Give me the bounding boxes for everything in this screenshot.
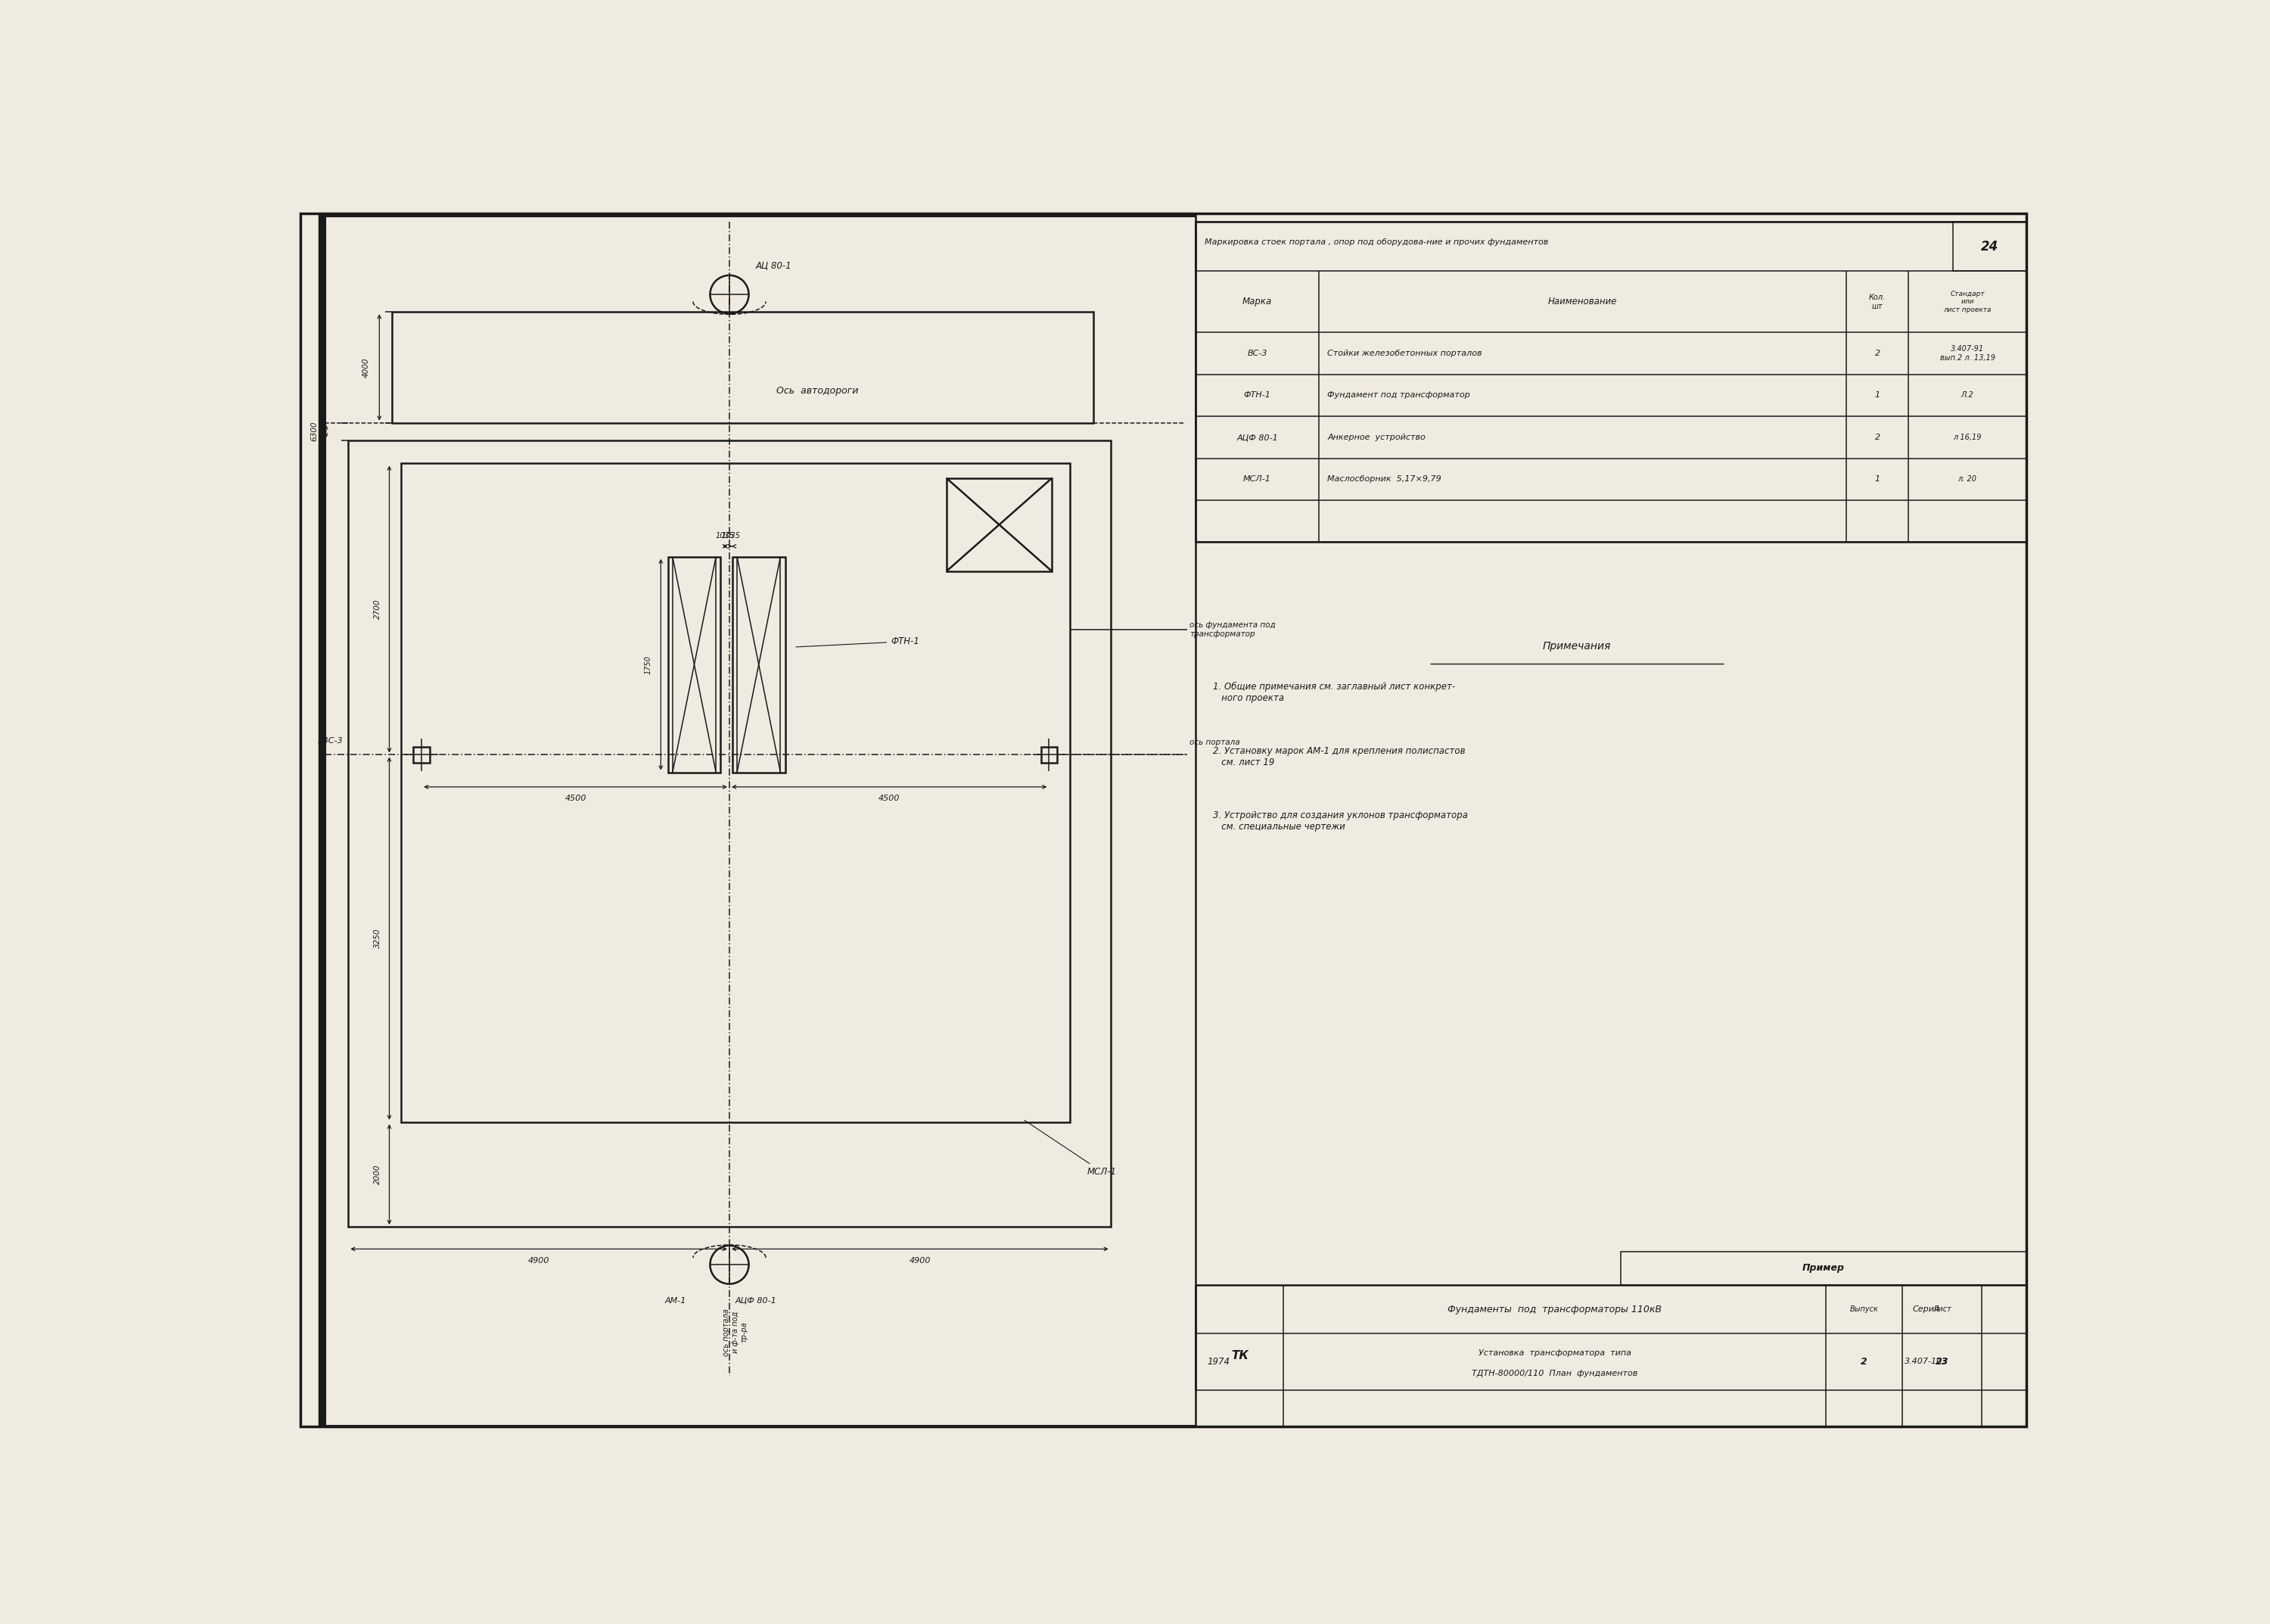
Text: Стандарт
или
лист проекта: Стандарт или лист проекта [1943,291,1991,313]
Text: 2ВС-3: 2ВС-3 [318,737,343,744]
Text: Установка  трансформатора  типа: Установка трансформатора типа [1478,1350,1632,1356]
Bar [1042,747,1058,763]
Text: АЦФ 80-1: АЦФ 80-1 [735,1298,776,1304]
Text: АЦ 80-1: АЦ 80-1 [756,260,792,270]
Bar [402,463,1069,1122]
Bar [413,747,429,763]
Text: АЦФ 80-1: АЦФ 80-1 [1237,434,1278,442]
Bar [667,557,720,773]
Text: 3250: 3250 [375,929,381,948]
Text: МСЛ-1: МСЛ-1 [1024,1121,1117,1177]
Bar [947,477,1051,572]
Text: ТК: ТК [1230,1350,1248,1361]
Text: 4500: 4500 [565,794,586,802]
Text: ось портала
и ф-та под
тр-ра: ось портала и ф-та под тр-ра [722,1309,747,1356]
Text: 24: 24 [1982,240,1998,253]
Text: Ось  автодороги: Ось автодороги [776,387,858,396]
Text: 4000: 4000 [363,357,370,377]
Text: ось портала: ось портала [1189,739,1239,745]
Text: 3.407-91
вып.2 л. 13,19: 3.407-91 вып.2 л. 13,19 [1941,346,1995,362]
Text: Маркировка стоек портала , опор под оборудова-ние и прочих фундаментов: Маркировка стоек портала , опор под обор… [1205,239,1548,245]
Text: 3.407-103: 3.407-103 [1905,1358,1948,1366]
Text: МСЛ-1: МСЛ-1 [1244,476,1271,482]
Text: 23: 23 [1936,1356,1948,1367]
Text: 2700: 2700 [375,599,381,619]
Text: 1. Общие примечания см. заглавный лист конкрет-
   ного проекта: 1. Общие примечания см. заглавный лист к… [1212,682,1455,703]
Text: 1: 1 [1875,391,1880,400]
Text: 2. Установку марок АМ-1 для крепления полиспастов
   см. лист 19: 2. Установку марок АМ-1 для крепления по… [1212,745,1466,767]
Text: л 16,19: л 16,19 [1952,434,1982,442]
Text: л. 20: л. 20 [1959,476,1977,482]
Bar [1621,1252,2027,1285]
Text: Анкерное  устройство: Анкерное устройство [1328,434,1426,442]
Text: Л.2: Л.2 [1961,391,1973,400]
Text: 1035: 1035 [722,533,740,539]
Text: Кол.
шт: Кол. шт [1868,294,1886,310]
Text: 2: 2 [1875,349,1880,357]
Text: Фундаменты  под  трансформаторы 110кВ: Фундаменты под трансформаторы 110кВ [1448,1304,1662,1314]
Text: 4900: 4900 [910,1257,931,1265]
Text: 4900: 4900 [529,1257,549,1265]
Text: Маслосборник  5,17×9,79: Маслосборник 5,17×9,79 [1328,476,1441,482]
Text: 4500: 4500 [878,794,899,802]
Text: Марка: Марка [1242,297,1271,307]
Bar [733,557,785,773]
Text: ВС-3: ВС-3 [1246,349,1267,357]
Text: Фундамент под трансформатор: Фундамент под трансформатор [1328,391,1471,400]
Text: Выпуск: Выпуск [1850,1306,1880,1314]
Text: 2000: 2000 [375,1164,381,1184]
Text: Серия: Серия [1914,1306,1941,1314]
Text: 1035: 1035 [715,533,735,539]
Text: 2: 2 [1861,1356,1868,1367]
Text: 1: 1 [1875,476,1880,482]
Text: АМ-1: АМ-1 [665,1298,686,1304]
Bar [347,440,1110,1226]
Bar [1196,222,2027,271]
Bar [393,312,1094,422]
Text: 1750: 1750 [645,654,651,674]
Text: 6300: 6300 [311,422,318,442]
Text: 2: 2 [1875,434,1880,442]
Text: Наименование: Наименование [1548,297,1616,307]
Text: Примечания: Примечания [1544,641,1612,651]
Text: ФТН-1: ФТН-1 [1244,391,1271,400]
Text: ФТН-1: ФТН-1 [797,637,919,646]
Bar [1196,222,2027,542]
Text: ТДТН-80000/110  План  фундаментов: ТДТН-80000/110 План фундаментов [1471,1369,1637,1377]
Text: Стойки железобетонных порталов: Стойки железобетонных порталов [1328,349,1482,357]
Bar [1952,222,2027,271]
Text: 1974: 1974 [1208,1356,1230,1367]
Text: ось фундамента под
трансформатор: ось фундамента под трансформатор [1189,622,1276,638]
Text: Лист: Лист [1932,1306,1952,1314]
Text: Пример: Пример [1802,1263,1846,1273]
Text: 3. Устройство для создания уклонов трансформатора
   см. специальные чертежи: 3. Устройство для создания уклонов транс… [1212,810,1469,831]
